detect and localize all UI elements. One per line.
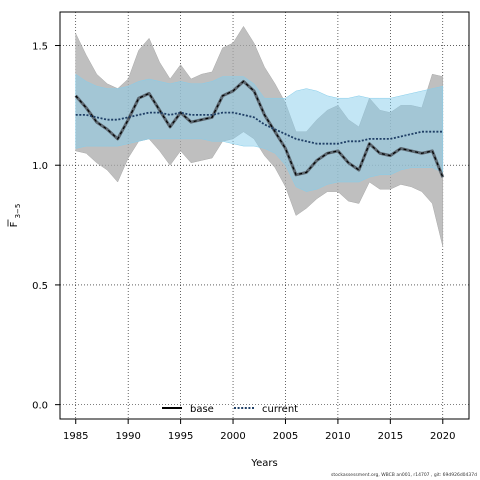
x-tick-label: 2005 — [273, 431, 298, 442]
x-axis: 1985 1990 1995 2000 2005 2010 2015 2020 — [63, 419, 456, 442]
series-line-base — [75, 80, 444, 178]
y-tick-label: 1.5 — [32, 42, 48, 53]
footer-note: stockassessment.org, WBCB an001, r14707 … — [331, 473, 477, 478]
legend: base current — [162, 404, 298, 415]
y-axis: 0.0 0.5 1.0 1.5 — [32, 42, 60, 412]
x-tick-label: 2000 — [220, 431, 245, 442]
legend-label-current: current — [262, 404, 298, 415]
x-tick-label: 2020 — [430, 431, 455, 442]
series-lines — [74, 79, 445, 178]
legend-label-base: base — [190, 404, 214, 415]
y-tick-label: 0.0 — [32, 401, 48, 412]
confidence-bands — [75, 25, 444, 247]
y-tick-label: 1.0 — [32, 161, 48, 172]
x-tick-label: 2010 — [325, 431, 350, 442]
series-line-current — [75, 111, 443, 145]
x-tick-label: 2015 — [378, 431, 403, 442]
x-tick-label: 1990 — [115, 431, 140, 442]
y-tick-label: 0.5 — [32, 281, 48, 292]
x-tick-label: 1995 — [168, 431, 193, 442]
confidence-band-current — [75, 73, 444, 192]
y-axis-title: F 3−5 — [7, 204, 22, 228]
y-axis-title-main: F — [9, 221, 20, 227]
plot-frame — [59, 11, 470, 420]
grid — [60, 12, 469, 419]
y-axis-title-sub: 3−5 — [14, 204, 22, 219]
svg-text:F 3−5: F 3−5 — [9, 204, 22, 228]
x-axis-title: Years — [250, 458, 277, 469]
x-tick-label: 1985 — [63, 431, 88, 442]
